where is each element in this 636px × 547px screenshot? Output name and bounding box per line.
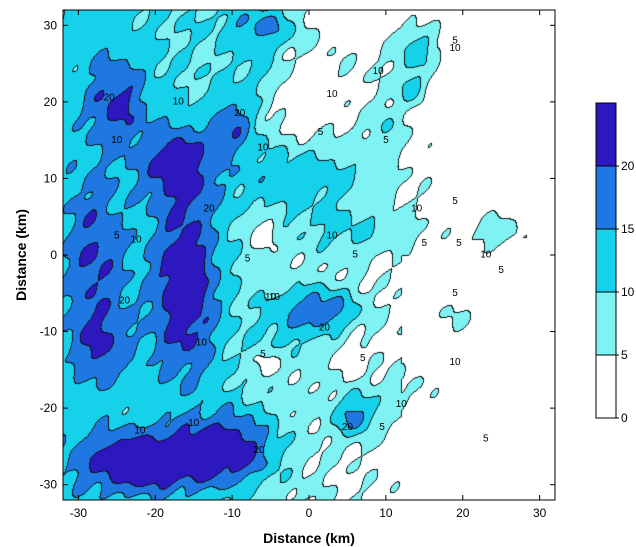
colorbar-tick-label: 5 [621, 348, 628, 362]
contour-label-34: 5 [498, 265, 504, 276]
x-axis-title: Distance (km) [263, 530, 355, 546]
contour-label-4: 5 [260, 349, 266, 360]
x-tick-label: 20 [456, 506, 470, 520]
contour-label-8: 20 [234, 108, 246, 119]
y-axis-title: Distance (km) [13, 209, 29, 301]
contour-label-3: 10 [269, 292, 281, 303]
contour-label-7: 10 [173, 97, 185, 108]
contour-label-36: 5 [452, 288, 458, 299]
y-tick-label: 0 [50, 248, 57, 262]
colorbar-swatch-10 [595, 228, 617, 293]
y-tick-label: -10 [40, 325, 58, 339]
x-tick-label: 10 [379, 506, 393, 520]
contour-label-1: 10 [130, 234, 142, 245]
contour-label-17: 5 [352, 250, 358, 261]
contour-label-18: 5 [422, 238, 428, 249]
contour-field [63, 10, 555, 500]
colorbar-swatch-20 [595, 102, 617, 167]
colorbar-swatch-15 [595, 165, 617, 230]
y-tick-label: 30 [44, 18, 58, 32]
x-tick-label: 30 [533, 506, 547, 520]
contour-label-22: 10 [450, 357, 462, 368]
contour-label-15: 5 [452, 196, 458, 207]
colorbar-tick-label: 20 [621, 159, 635, 173]
contour-label-37: 5 [452, 35, 458, 46]
contour-label-35: 5 [483, 433, 489, 444]
contour-label-16: 10 [327, 231, 339, 242]
contour-label-13: 5 [383, 135, 389, 146]
contour-label-0: 5 [114, 231, 120, 242]
contour-label-23: 10 [396, 399, 408, 410]
contour-label-6: 20 [104, 93, 116, 104]
contour-label-33: 10 [480, 250, 492, 261]
y-tick-label: 20 [44, 95, 58, 109]
contour-label-29: 20 [119, 296, 131, 307]
contour-label-19: 10 [265, 292, 277, 303]
colorbar-tick-label: 15 [621, 222, 635, 236]
contour-label-30: 10 [196, 338, 208, 349]
x-tick-label: -10 [223, 506, 241, 520]
contour-label-10: 5 [318, 127, 324, 138]
x-tick-label: -30 [70, 506, 88, 520]
contour-label-5: 10 [111, 135, 123, 146]
contour-label-14: 10 [411, 204, 423, 215]
y-tick-label: -20 [40, 401, 58, 415]
y-tick-label: 10 [44, 171, 58, 185]
contour-label-2: 5 [245, 253, 251, 264]
x-tick-label: 0 [306, 506, 313, 520]
contour-label-32: 5 [456, 238, 462, 249]
contour-label-38: 10 [450, 43, 462, 54]
x-axis: -30 -20 -10 0 10 20 30 [70, 10, 547, 520]
x-tick-label: -20 [147, 506, 165, 520]
colorbar-swatch-0 [595, 354, 617, 419]
colorbar-swatch-5 [595, 291, 617, 356]
colorbar-tick-label: 10 [621, 285, 635, 299]
contour-label-31: 20 [204, 204, 216, 215]
contour-label-20: 20 [319, 322, 331, 333]
contour-label-28: 10 [188, 418, 200, 429]
contour-label-25: 5 [379, 422, 385, 433]
contour-label-12: 10 [373, 66, 385, 77]
contour-label-27: 10 [134, 426, 146, 437]
colorbar: 0 5 10 15 20 [595, 102, 635, 425]
contour-label-24: 20 [342, 422, 354, 433]
contour-label-9: 10 [257, 142, 269, 153]
contour-label-21: 5 [360, 353, 366, 364]
y-axis: -30 -20 -10 0 10 20 30 [40, 18, 555, 492]
y-tick-label: -30 [40, 478, 58, 492]
contour-label-11: 10 [327, 89, 339, 100]
contour-label-26: 20 [253, 445, 265, 456]
colorbar-tick-label: 0 [621, 411, 628, 425]
